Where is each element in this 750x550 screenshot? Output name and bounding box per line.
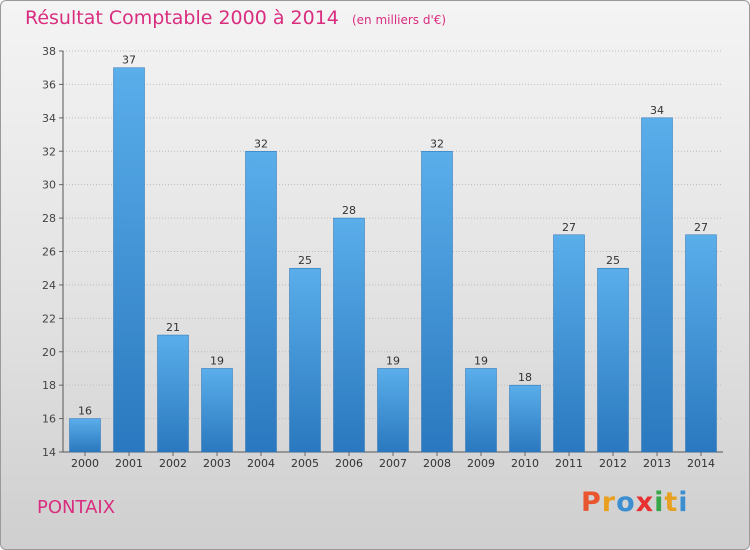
- x-tick-label: 2010: [511, 457, 539, 470]
- bar: [69, 418, 101, 453]
- x-tick-label: 2000: [71, 457, 99, 470]
- x-tick-label: 2003: [203, 457, 231, 470]
- y-tick-label: 18: [42, 379, 56, 392]
- bar: [553, 234, 585, 453]
- bar-value-label: 34: [650, 104, 664, 117]
- chart-title: Résultat Comptable 2000 à 2014: [25, 7, 339, 29]
- bar: [377, 368, 409, 453]
- bar-value-label: 16: [78, 405, 92, 418]
- x-tick-label: 2006: [335, 457, 363, 470]
- bar: [113, 67, 145, 453]
- x-tick-label: 2004: [247, 457, 275, 470]
- bar-value-label: 27: [694, 221, 708, 234]
- bar: [641, 117, 673, 453]
- logo-letter: i: [678, 487, 689, 518]
- bar: [289, 267, 321, 453]
- logo-letter: r: [601, 487, 617, 518]
- bar: [465, 368, 497, 453]
- bar-value-label: 25: [606, 254, 620, 267]
- y-tick-label: 36: [42, 78, 56, 91]
- y-tick-label: 32: [42, 145, 56, 158]
- x-tick-label: 2014: [687, 457, 715, 470]
- y-tick-label: 22: [42, 312, 56, 325]
- bar-value-label: 19: [386, 354, 400, 367]
- y-tick-label: 34: [42, 112, 56, 125]
- y-tick-label: 30: [42, 179, 56, 192]
- bar-value-label: 19: [210, 354, 224, 367]
- bar: [245, 151, 277, 453]
- bar-value-label: 32: [430, 137, 444, 150]
- bar-value-label: 18: [518, 371, 532, 384]
- bar-value-label: 19: [474, 354, 488, 367]
- logo-letter: P: [581, 487, 602, 518]
- y-tick-label: 16: [42, 413, 56, 426]
- bar-value-label: 32: [254, 137, 268, 150]
- bar: [157, 334, 189, 453]
- bar: [421, 151, 453, 453]
- chart-title-row: Résultat Comptable 2000 à 2014 (en milli…: [25, 7, 446, 29]
- bar: [333, 217, 365, 453]
- x-tick-label: 2013: [643, 457, 671, 470]
- x-tick-label: 2007: [379, 457, 407, 470]
- y-tick-label: 20: [42, 346, 56, 359]
- y-tick-label: 38: [42, 45, 56, 58]
- bar: [685, 234, 717, 453]
- bar-value-label: 27: [562, 221, 576, 234]
- city-name: PONTAIX: [37, 497, 116, 518]
- bar: [597, 267, 629, 453]
- proxiti-logo[interactable]: Proxiti: [581, 487, 689, 518]
- x-tick-label: 2009: [467, 457, 495, 470]
- x-tick-label: 2001: [115, 457, 143, 470]
- logo-letter: x: [635, 487, 655, 518]
- bar: [509, 384, 541, 453]
- bar-value-label: 37: [122, 54, 136, 67]
- x-tick-label: 2012: [599, 457, 627, 470]
- y-tick-label: 28: [42, 212, 56, 225]
- bar-value-label: 25: [298, 254, 312, 267]
- logo-letter: o: [616, 487, 636, 518]
- y-tick-label: 24: [42, 279, 56, 292]
- bar-value-label: 21: [166, 321, 180, 334]
- y-tick-label: 14: [42, 446, 56, 459]
- x-tick-label: 2005: [291, 457, 319, 470]
- y-tick-label: 26: [42, 246, 56, 259]
- x-tick-label: 2002: [159, 457, 187, 470]
- bar: [201, 368, 233, 453]
- x-tick-label: 2011: [555, 457, 583, 470]
- logo-letter: i: [654, 487, 665, 518]
- logo-letter: t: [664, 487, 679, 518]
- bar-value-label: 28: [342, 204, 356, 217]
- x-tick-label: 2008: [423, 457, 451, 470]
- chart-unit: (en milliers d'€): [351, 13, 447, 27]
